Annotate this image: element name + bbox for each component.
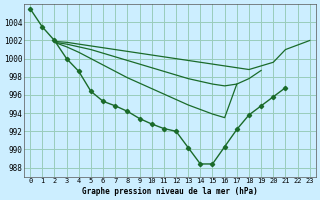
X-axis label: Graphe pression niveau de la mer (hPa): Graphe pression niveau de la mer (hPa) (82, 187, 258, 196)
